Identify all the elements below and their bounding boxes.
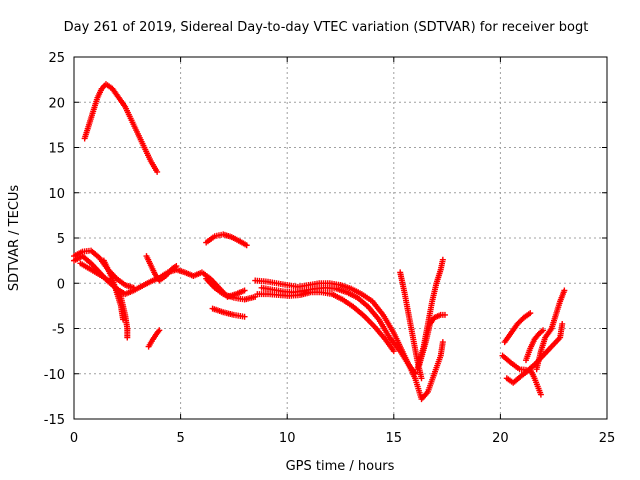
data-point [243, 242, 250, 249]
series-arc-5 [100, 257, 127, 323]
series-arc-7 [143, 253, 180, 284]
series-arc-21 [522, 327, 547, 364]
series-arc-6 [145, 327, 163, 350]
x-axis-ticks: 0 5 10 15 20 25 [70, 57, 615, 446]
data-point [120, 316, 127, 323]
series-arc-11 [252, 277, 446, 403]
data-point [527, 310, 534, 317]
series-arc-9 [209, 305, 248, 320]
data-point [561, 287, 568, 294]
data-point [130, 284, 137, 291]
y-tick-label: 10 [48, 187, 65, 202]
y-tick-label: 0 [57, 277, 65, 292]
data-point [241, 313, 248, 320]
data-point [441, 311, 448, 318]
series-arc-3 [71, 247, 137, 291]
series-arc-8 [203, 231, 250, 249]
data-point [540, 327, 547, 334]
x-tick-label: 25 [599, 431, 616, 446]
data-point [439, 256, 446, 263]
series-arc-20 [533, 287, 568, 373]
x-tick-label: 15 [386, 431, 403, 446]
data-point [241, 287, 248, 294]
y-tick-label: 20 [48, 96, 65, 111]
data-point [412, 370, 419, 377]
y-tick-label: 15 [48, 142, 65, 157]
x-tick-label: 0 [70, 431, 78, 446]
series-arc-17 [501, 310, 534, 346]
series-arc-19 [503, 366, 544, 398]
y-tick-label: -15 [44, 413, 65, 428]
data-point [173, 263, 180, 270]
y-axis-label: SDTVAR / TECUs [7, 185, 22, 292]
y-axis-ticks: -15 -10 -5 0 5 10 15 20 25 [44, 51, 607, 428]
y-tick-label: -5 [52, 323, 65, 338]
series-arc-16 [416, 311, 448, 368]
data-point [124, 334, 131, 341]
series-arc-10 [203, 275, 259, 303]
y-tick-label: 25 [48, 51, 65, 66]
data-point [537, 391, 544, 398]
series-arc-13 [254, 289, 397, 355]
x-tick-label: 10 [279, 431, 296, 446]
y-tick-label: 5 [57, 232, 65, 247]
y-tick-label: -10 [44, 368, 65, 383]
data-point [156, 327, 163, 334]
chart-title: Day 261 of 2019, Sidereal Day-to-day VTE… [64, 20, 589, 35]
data-point [439, 339, 446, 346]
series-arc-12 [258, 284, 419, 377]
data-point [154, 168, 161, 175]
data-point [390, 348, 397, 355]
x-tick-label: 5 [176, 431, 184, 446]
data-point [559, 320, 566, 327]
data-points [71, 81, 568, 403]
x-axis-label: GPS time / hours [286, 459, 395, 474]
series-arc-14 [397, 269, 425, 382]
series-arc-1 [81, 81, 161, 175]
x-tick-label: 20 [492, 431, 509, 446]
data-point [418, 375, 425, 382]
grid-lines [74, 57, 607, 419]
